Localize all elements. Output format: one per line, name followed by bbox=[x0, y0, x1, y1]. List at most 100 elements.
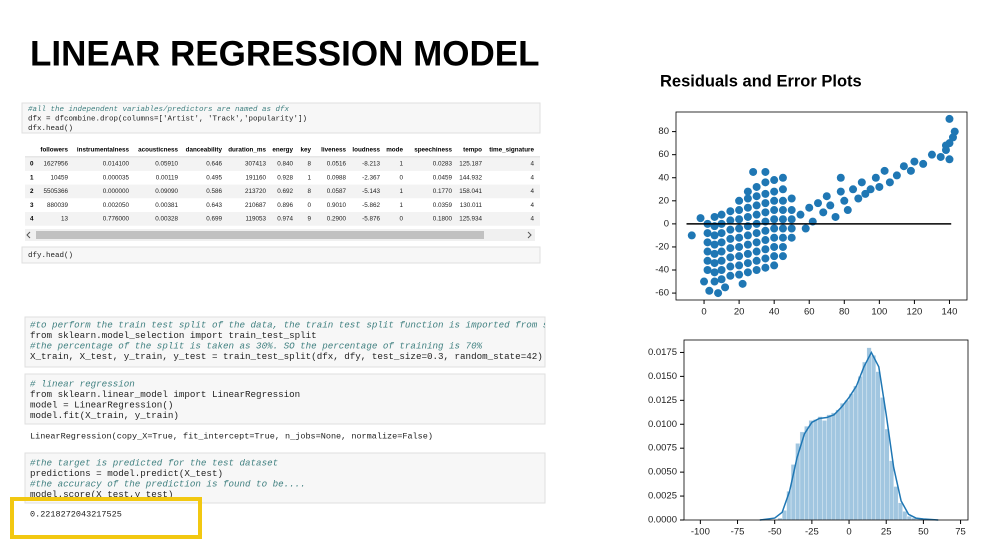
table-cell: 144.932 bbox=[459, 174, 482, 181]
hist-bar bbox=[808, 420, 814, 521]
point bbox=[752, 229, 761, 238]
point bbox=[752, 182, 761, 191]
x-tick-label: -75 bbox=[731, 527, 745, 538]
column-header: acousticness bbox=[138, 147, 178, 154]
point bbox=[770, 261, 779, 270]
x-tick-label: 100 bbox=[871, 307, 887, 318]
point bbox=[770, 187, 779, 196]
point bbox=[875, 182, 884, 191]
hist-bar bbox=[884, 428, 890, 521]
point bbox=[743, 259, 752, 268]
point bbox=[735, 261, 744, 270]
point bbox=[770, 224, 779, 233]
table-cell: 0.1770 bbox=[433, 188, 453, 195]
code-line: dfy.head() bbox=[28, 252, 73, 260]
point bbox=[822, 192, 831, 201]
point bbox=[735, 224, 744, 233]
hist-bar bbox=[844, 400, 850, 521]
point bbox=[861, 189, 870, 198]
table-cell: 213720 bbox=[245, 188, 267, 195]
scrollbar-thumb bbox=[36, 231, 484, 239]
point bbox=[787, 215, 796, 224]
code-cell bbox=[21, 246, 541, 264]
column-header: speechiness bbox=[414, 147, 452, 154]
point bbox=[743, 203, 752, 212]
y-tick-label: -40 bbox=[655, 265, 669, 276]
point bbox=[710, 277, 719, 286]
point bbox=[696, 214, 705, 223]
table-cell: 10459 bbox=[50, 174, 68, 181]
table-cell: -5.876 bbox=[362, 215, 380, 222]
column-header: liveness bbox=[321, 147, 346, 154]
point bbox=[840, 196, 849, 205]
table-cell: 0.646 bbox=[206, 161, 222, 168]
point bbox=[927, 150, 936, 159]
scroll-right-arrow[interactable] bbox=[527, 231, 532, 239]
column-header: followers bbox=[40, 147, 68, 154]
point bbox=[936, 152, 945, 161]
column-header: energy bbox=[272, 147, 293, 154]
plot-frame bbox=[675, 111, 968, 301]
table-cell: 0.09090 bbox=[155, 188, 178, 195]
y-tick-label: -20 bbox=[655, 241, 669, 252]
point bbox=[770, 233, 779, 242]
table-cell: 0.0459 bbox=[433, 174, 453, 181]
y-tick-label: 0.0100 bbox=[648, 419, 677, 430]
point bbox=[717, 256, 726, 265]
point bbox=[726, 234, 735, 243]
section-title: Residuals and Error Plots bbox=[660, 72, 862, 90]
table-cell: 4 bbox=[530, 215, 534, 222]
hist-bar bbox=[862, 361, 868, 521]
scroll-left-arrow[interactable] bbox=[26, 231, 31, 239]
code-cell bbox=[21, 102, 541, 134]
code-line: #the percentage of the split is taken as… bbox=[30, 341, 483, 352]
code-cell bbox=[24, 373, 546, 425]
table-cell: 0.014100 bbox=[103, 161, 130, 168]
y-tick-label: 0 bbox=[664, 218, 669, 229]
row-stripe bbox=[25, 157, 540, 171]
table-cell: 0.000035 bbox=[103, 174, 130, 181]
y-tick-label: 0.0050 bbox=[648, 467, 677, 478]
column-header: key bbox=[300, 147, 311, 154]
point bbox=[945, 114, 954, 123]
point bbox=[726, 253, 735, 262]
x-tick-label: -50 bbox=[768, 527, 782, 538]
point bbox=[710, 231, 719, 240]
point bbox=[826, 201, 835, 210]
point bbox=[749, 167, 758, 176]
point bbox=[726, 262, 735, 271]
table-cell: 130.011 bbox=[460, 202, 483, 209]
table-cell: 191160 bbox=[245, 174, 266, 181]
hist-bar bbox=[839, 403, 845, 521]
point bbox=[726, 271, 735, 280]
hist-bar bbox=[906, 516, 912, 521]
highlight-box bbox=[10, 497, 202, 539]
cell-output: 0.2218272043217525 bbox=[30, 509, 122, 519]
point bbox=[950, 127, 959, 136]
column-header: danceability bbox=[186, 147, 223, 154]
table-cell: 1 bbox=[399, 188, 403, 195]
point bbox=[735, 242, 744, 251]
table-cell: 8 bbox=[307, 161, 311, 168]
table-cell: 125.934 bbox=[459, 215, 482, 222]
point bbox=[761, 263, 770, 272]
hist-bar bbox=[817, 416, 823, 521]
point bbox=[778, 252, 787, 261]
table-cell: 4 bbox=[530, 174, 534, 181]
point bbox=[717, 238, 726, 247]
point bbox=[778, 233, 787, 242]
point bbox=[752, 256, 761, 265]
point bbox=[710, 240, 719, 249]
point bbox=[761, 178, 770, 187]
code-line: dfx.head() bbox=[28, 125, 73, 133]
hist-bar bbox=[848, 393, 854, 521]
point bbox=[710, 212, 719, 221]
row-index: 0 bbox=[30, 161, 34, 168]
hist-bar bbox=[889, 460, 894, 521]
y-tick-label: 20 bbox=[658, 195, 669, 206]
table-cell: 1 bbox=[307, 174, 311, 181]
hist-bar bbox=[853, 385, 859, 521]
table-cell: 0.0516 bbox=[327, 161, 347, 168]
